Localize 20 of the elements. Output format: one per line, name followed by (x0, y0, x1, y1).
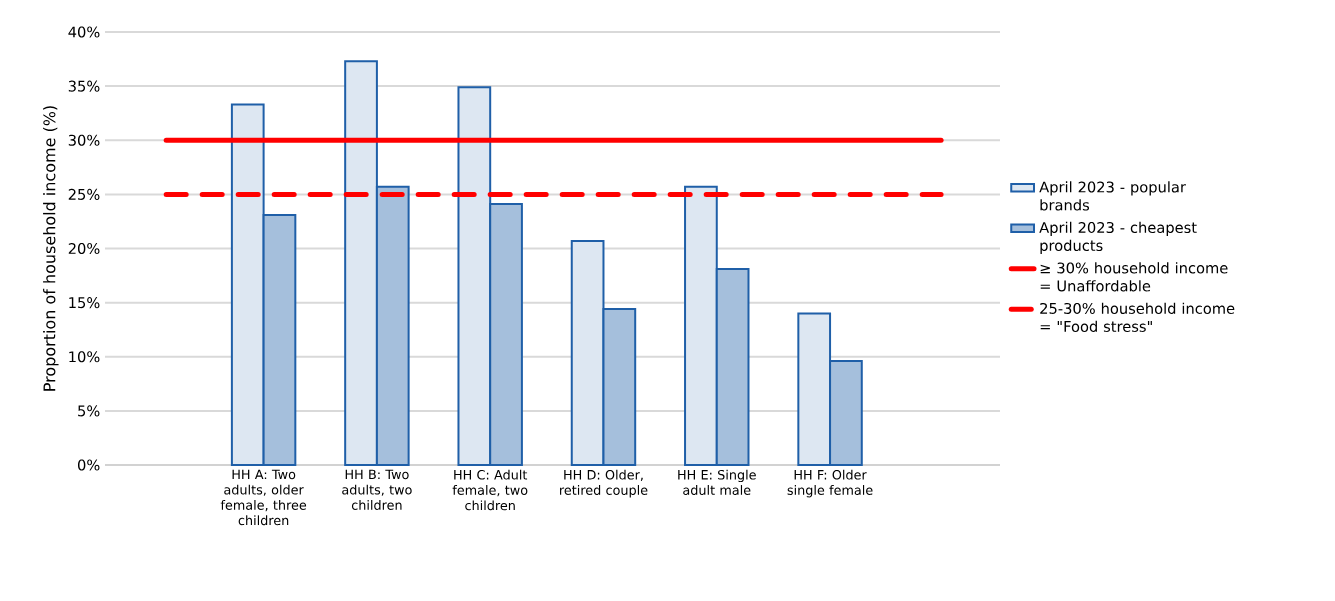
y-tick-label: 30% (68, 134, 100, 146)
x-tick-label: HH C: Adult female, two children (452, 469, 528, 511)
x-tick-label: HH D: Older, retired couple (560, 469, 648, 498)
y-axis-title: Proportion of household income (%) (43, 106, 59, 391)
x-tick-label: HH F: Older single female (787, 469, 873, 498)
y-tick-label: 10% (69, 351, 100, 363)
y-tick-label: 40% (68, 26, 100, 38)
y-tick-label: 5% (78, 405, 100, 417)
legend-label: 25-30% household income = "Food stress" (1040, 302, 1235, 332)
x-tick-label: HH A: Two adults, older female, three children (220, 469, 307, 526)
y-tick-label: 0% (77, 459, 100, 471)
y-tick-label: 15% (69, 297, 100, 309)
legend-label: April 2023 - cheapest products (1039, 221, 1197, 254)
x-tick-label: HH B: Two adults, two children (342, 469, 412, 510)
x-tick-label: HH E: Single adult male (678, 469, 756, 495)
legend-label: ≥ 30% household income = Unaffordable (1040, 262, 1228, 292)
y-tick-label: 25% (68, 188, 100, 200)
y-tick-label: 35% (68, 80, 100, 92)
legend-label: April 2023 - popular brands (1039, 181, 1186, 211)
y-tick-label: 20% (68, 242, 100, 255)
